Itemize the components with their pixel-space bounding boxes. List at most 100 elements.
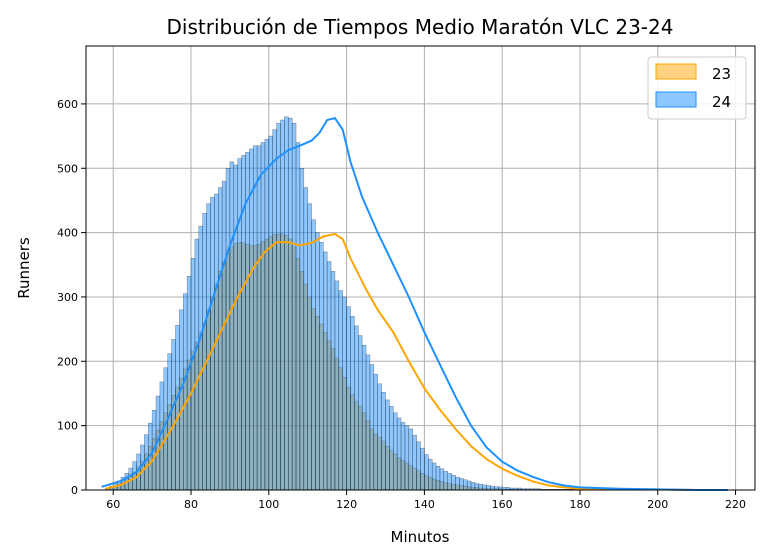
bar-24-124 — [361, 344, 367, 491]
x-tick-label: 100 — [258, 498, 279, 511]
bar-24-115 — [326, 261, 332, 491]
y-tick-label: 0 — [71, 484, 78, 497]
bar-24-119 — [342, 296, 347, 491]
bar-24-153 — [474, 483, 480, 491]
bar-24-89 — [225, 168, 231, 491]
bar-24-109 — [303, 187, 308, 491]
bar-24-157 — [490, 485, 495, 491]
bar-24-84 — [206, 203, 211, 491]
legend-label-24: 24 — [712, 93, 731, 111]
bar-24-141 — [428, 458, 433, 491]
bar-24-140 — [424, 454, 429, 491]
bar-24-123 — [358, 335, 363, 491]
bar-24-88 — [221, 180, 227, 491]
bar-24-117 — [334, 280, 340, 491]
bar-24-114 — [323, 251, 328, 491]
series-24-bars — [105, 116, 729, 491]
y-tick-label: 600 — [57, 98, 78, 111]
bar-24-87 — [217, 187, 223, 491]
x-tick-label: 140 — [414, 498, 435, 511]
x-tick-label: 180 — [569, 498, 590, 511]
bar-24-90 — [229, 161, 235, 491]
x-tick-label: 160 — [492, 498, 513, 511]
bar-24-131 — [389, 406, 394, 491]
bar-24-96 — [253, 145, 258, 491]
bar-24-156 — [486, 485, 491, 491]
bar-24-125 — [365, 354, 371, 491]
bar-24-92 — [237, 158, 242, 491]
bar-24-108 — [299, 168, 305, 491]
bar-24-78 — [182, 293, 188, 491]
x-axis-ticks: 60 80 100 120 140 160 180 200 220 — [106, 490, 746, 511]
legend-label-23: 23 — [712, 65, 731, 83]
bar-24-151 — [466, 480, 472, 491]
bar-24-148 — [455, 476, 460, 491]
y-tick-label: 500 — [57, 162, 78, 175]
bar-24-105 — [288, 117, 293, 491]
bar-24-80 — [190, 258, 196, 491]
bar-24-130 — [385, 399, 390, 491]
bar-24-138 — [416, 441, 421, 491]
bar-24-149 — [459, 478, 464, 491]
bar-24-116 — [330, 270, 336, 491]
bar-24-106 — [291, 122, 297, 491]
bar-24-137 — [412, 435, 417, 491]
bar-24-102 — [276, 122, 281, 491]
bar-24-143 — [435, 465, 441, 491]
y-axis-ticks: 0 100 200 300 400 500 600 — [57, 98, 86, 497]
kde-line-23 — [105, 232, 728, 491]
bar-24-154 — [478, 483, 483, 491]
bar-24-91 — [233, 164, 238, 491]
chart-title: Distribución de Tiempos Medio Maratón VL… — [167, 15, 674, 39]
y-tick-label: 100 — [57, 420, 78, 433]
bar-24-155 — [482, 484, 487, 491]
bar-24-113 — [319, 242, 324, 491]
x-tick-label: 60 — [106, 498, 120, 511]
bar-24-103 — [280, 119, 285, 491]
bar-24-128 — [377, 383, 382, 491]
bar-24-146 — [447, 473, 452, 491]
x-tick-label: 200 — [647, 498, 668, 511]
bar-24-95 — [249, 148, 254, 491]
bar-24-77 — [179, 309, 184, 491]
x-tick-label: 80 — [184, 498, 198, 511]
bar-24-132 — [393, 412, 398, 491]
bar-24-147 — [451, 474, 456, 491]
bar-24-73 — [163, 367, 168, 491]
bar-24-98 — [260, 142, 266, 491]
bar-24-107 — [295, 142, 301, 491]
bar-24-82 — [198, 225, 203, 491]
bar-24-134 — [400, 422, 406, 491]
x-tick-label: 120 — [336, 498, 357, 511]
y-axis-title: Runners — [15, 237, 33, 299]
bar-24-110 — [307, 203, 312, 491]
bar-24-144 — [439, 468, 445, 491]
y-tick-label: 200 — [57, 355, 78, 368]
bar-24-65 — [132, 461, 137, 491]
bar-24-97 — [256, 145, 262, 491]
bar-24-85 — [210, 196, 215, 491]
bar-24-75 — [171, 339, 176, 491]
x-axis-title: Minutos — [391, 528, 450, 546]
bar-24-74 — [167, 353, 172, 491]
bar-24-76 — [175, 325, 180, 491]
y-tick-label: 300 — [57, 291, 78, 304]
bar-24-81 — [194, 238, 200, 491]
bar-24-101 — [272, 129, 277, 491]
bar-24-104 — [284, 116, 289, 491]
bar-24-139 — [420, 447, 425, 491]
kde-line-24 — [101, 116, 728, 491]
legend-swatch-24 — [655, 91, 697, 108]
bar-24-118 — [338, 290, 343, 491]
bar-24-145 — [443, 471, 448, 491]
bar-24-112 — [315, 232, 320, 491]
bar-24-129 — [381, 391, 386, 491]
bar-24-99 — [264, 139, 270, 491]
y-tick-label: 400 — [57, 227, 78, 240]
bar-24-135 — [404, 425, 410, 491]
bar-24-111 — [311, 219, 316, 491]
x-tick-label: 220 — [725, 498, 746, 511]
bar-24-126 — [369, 364, 375, 491]
bar-24-127 — [373, 373, 378, 491]
